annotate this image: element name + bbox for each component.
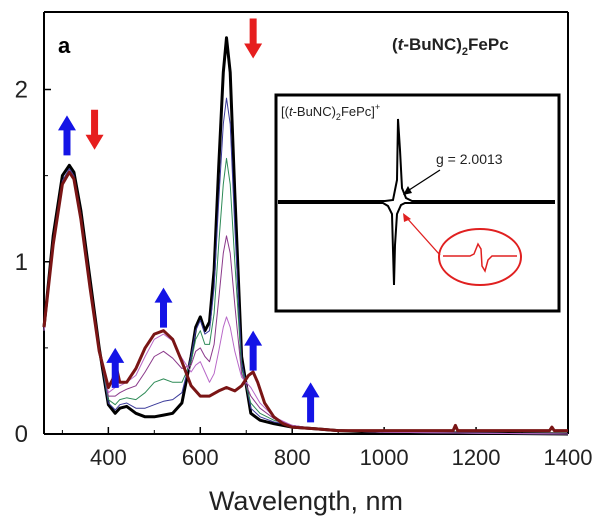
epr-inset: [(t-BuNC)2FePc]+ g = 2.0013 [274, 93, 561, 313]
epr-signal-trace [278, 118, 555, 286]
zoom-pointer-head [403, 213, 411, 222]
zoom-pointer [405, 216, 441, 256]
up-arrow [57, 115, 76, 156]
spectrum-line-6 [42, 170, 568, 433]
x-tick-label: 400 [90, 445, 127, 470]
inset-label: [(t-BuNC)2FePc]+ [281, 102, 380, 122]
compound-label: (t-BuNC)2FePc [392, 35, 509, 58]
g-value-annotation: g = 2.0013 [436, 151, 503, 167]
up-arrow [154, 287, 173, 328]
tick-labels: 400 600 800 1000 1200 1400 0 1 2 [15, 77, 593, 470]
x-tick-label: 1000 [360, 445, 409, 470]
zoom-circle [438, 228, 522, 286]
g-value-pointer [405, 169, 441, 193]
up-arrow [301, 382, 320, 423]
up-arrow [106, 347, 125, 388]
down-arrow [85, 109, 104, 150]
panel-label: a [58, 33, 71, 58]
y-tick-label: 1 [15, 249, 28, 276]
x-tick-label: 1400 [544, 445, 593, 470]
spectra [42, 36, 569, 436]
x-axis-label: Wavelength, nm [209, 486, 403, 516]
zoom-trace [443, 242, 517, 273]
down-arrow [244, 18, 263, 59]
up-arrow [244, 330, 263, 371]
y-tick-label: 0 [15, 421, 28, 448]
x-tick-label: 800 [274, 445, 311, 470]
y-tick-label: 2 [15, 77, 28, 104]
x-tick-label: 1200 [452, 445, 501, 470]
x-tick-label: 600 [182, 445, 219, 470]
g-value-pointer-head [403, 186, 412, 195]
change-arrows [57, 18, 320, 423]
